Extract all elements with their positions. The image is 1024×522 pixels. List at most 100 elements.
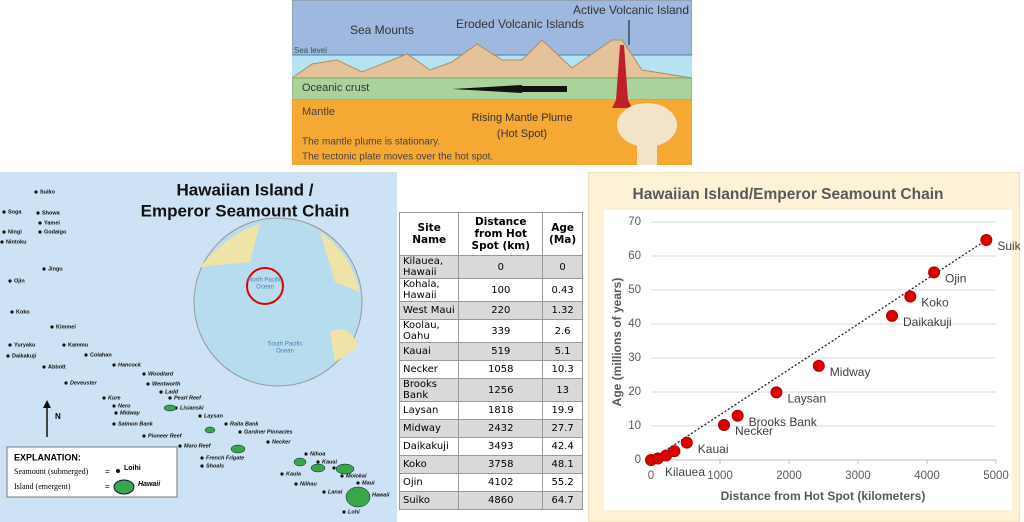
place-label: Ojin (14, 278, 25, 284)
table-cell: 55.2 (542, 473, 583, 492)
x-tick-label: 3000 (845, 470, 871, 482)
point-label: Ojin (945, 271, 966, 285)
seamount-dot (146, 382, 150, 386)
place-label: Godaigo (44, 229, 67, 235)
seamount-dot (0, 240, 4, 244)
mountains (292, 39, 692, 79)
table-cell: 3758 (458, 455, 544, 474)
table-cell: 27.7 (542, 419, 583, 438)
table-cell: 100 (458, 278, 544, 302)
island (204, 426, 216, 434)
place-label: Yamei (44, 220, 60, 226)
seamount-dot (340, 474, 344, 478)
data-point (928, 266, 941, 279)
table-row: Brooks Bank 1256 13 (398, 378, 583, 402)
place-label: Soga (8, 209, 22, 215)
note: The mantle plume is stationary. (302, 137, 440, 148)
seamount-dot (178, 444, 182, 448)
data-point (731, 409, 744, 422)
place-label: Lisianski (180, 405, 204, 411)
table-cell: Koolau, Oahu (398, 319, 460, 343)
table-cell: 2432 (458, 419, 544, 438)
table-cell: West Maui (398, 301, 460, 320)
place-label: Lohi (348, 509, 360, 515)
place-label: Kammu (68, 342, 88, 348)
label: (Hot Spot) (497, 128, 547, 140)
table-cell: 1058 (458, 360, 544, 379)
place-label: Gardner Pinnacles (244, 429, 293, 435)
data-table: Site Name Distance from Hot Spot (km) Age … (398, 212, 583, 510)
seamount-dot (198, 414, 202, 418)
label: Mantle (302, 106, 335, 118)
place-label: Laysan (204, 413, 224, 419)
explanation-text: Loihi (124, 465, 141, 472)
plume-stem (637, 130, 657, 165)
place-label: Necker (272, 439, 291, 445)
table-row: Koolau, Oahu 339 2.6 (398, 319, 583, 343)
explanation-text: = (105, 467, 110, 476)
seamount-dot (84, 353, 88, 357)
table-cell: 0 (542, 255, 583, 279)
seamount-dot (6, 354, 10, 358)
table-cell: Kauai (398, 342, 460, 361)
place-label: Ladd (165, 389, 179, 395)
island (345, 486, 371, 508)
table-cell: 42.4 (542, 437, 583, 456)
place-label: Showa (42, 210, 61, 216)
table-row: Ojin 4102 55.2 (398, 473, 583, 492)
explanation-title: EXPLANATION: (14, 452, 81, 462)
place-label: Nero (118, 403, 131, 409)
map: Hawaiian Island / Emperor Seamount Chain… (0, 172, 397, 522)
seamount-dot (159, 390, 163, 394)
seamount-dot (2, 230, 6, 234)
data-point (770, 386, 783, 399)
table-cell: 0.43 (542, 278, 583, 302)
y-tick-label: 10 (628, 420, 641, 432)
seamount-dot (64, 381, 68, 385)
table-row: Suiko 4860 64.7 (398, 491, 583, 510)
north-label: N (55, 412, 61, 421)
trendline (650, 239, 987, 461)
place-label: Kauai (322, 459, 337, 465)
seamount-dot (238, 430, 242, 434)
seamount-dot (102, 396, 106, 400)
y-tick-label: 70 (628, 216, 641, 228)
chart-title: Hawaiian Island/Emperor Seamount Chain (633, 186, 944, 203)
seamount-dot (224, 422, 228, 426)
y-tick-label: 0 (635, 454, 641, 466)
table-cell: 48.1 (542, 455, 583, 474)
island (230, 444, 246, 454)
place-label: Colahan (90, 352, 112, 358)
place-label: Maui (362, 480, 375, 486)
place-label: Pearl Reef (174, 395, 202, 401)
seamount-dot (8, 279, 12, 283)
header-cell: Site Name (398, 212, 460, 256)
header-row: Site Name Distance from Hot Spot (km) Age … (398, 212, 583, 256)
place-label: Suiko (40, 189, 56, 195)
seamount-dot (112, 404, 116, 408)
table-row: Laysan 1818 19.9 (398, 401, 583, 420)
place-label: Shoals (206, 463, 224, 469)
table-cell: 3493 (458, 437, 544, 456)
table-cell: Daikakuji (398, 437, 460, 456)
point-label: Kilauea (665, 465, 705, 479)
place-label: Hancock (118, 362, 142, 368)
north-arrow-head (43, 400, 51, 408)
table-cell: 19.9 (542, 401, 583, 420)
table-cell: 0 (458, 255, 544, 279)
map-title: Hawaiian Island / (177, 180, 314, 199)
table-cell: 13 (542, 378, 583, 402)
seamount-dot (114, 411, 118, 415)
y-axis-label: Age (millions of years) (610, 278, 624, 407)
chart: Hawaiian Island/Emperor Seamount Chain D… (588, 172, 1020, 522)
explanation-text: Seamount (submerged) (14, 467, 89, 476)
data-point (668, 445, 681, 458)
header-cell: Age (Ma) (542, 212, 583, 256)
seamount-dot (266, 440, 270, 444)
place-label: Salmon Bank (118, 421, 154, 427)
place-label: Nihoa (310, 451, 325, 457)
seamount-symbol (116, 469, 120, 473)
seamount-dot (42, 365, 46, 369)
table-cell: Midway (398, 419, 460, 438)
